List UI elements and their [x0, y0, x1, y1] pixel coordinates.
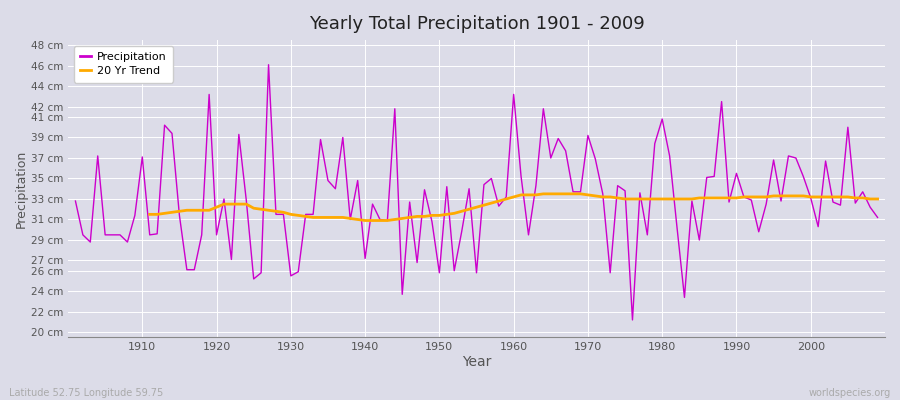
Text: Latitude 52.75 Longitude 59.75: Latitude 52.75 Longitude 59.75 — [9, 388, 163, 398]
X-axis label: Year: Year — [462, 355, 491, 369]
Legend: Precipitation, 20 Yr Trend: Precipitation, 20 Yr Trend — [74, 46, 174, 82]
Text: worldspecies.org: worldspecies.org — [809, 388, 891, 398]
Title: Yearly Total Precipitation 1901 - 2009: Yearly Total Precipitation 1901 - 2009 — [309, 15, 644, 33]
Y-axis label: Precipitation: Precipitation — [15, 150, 28, 228]
